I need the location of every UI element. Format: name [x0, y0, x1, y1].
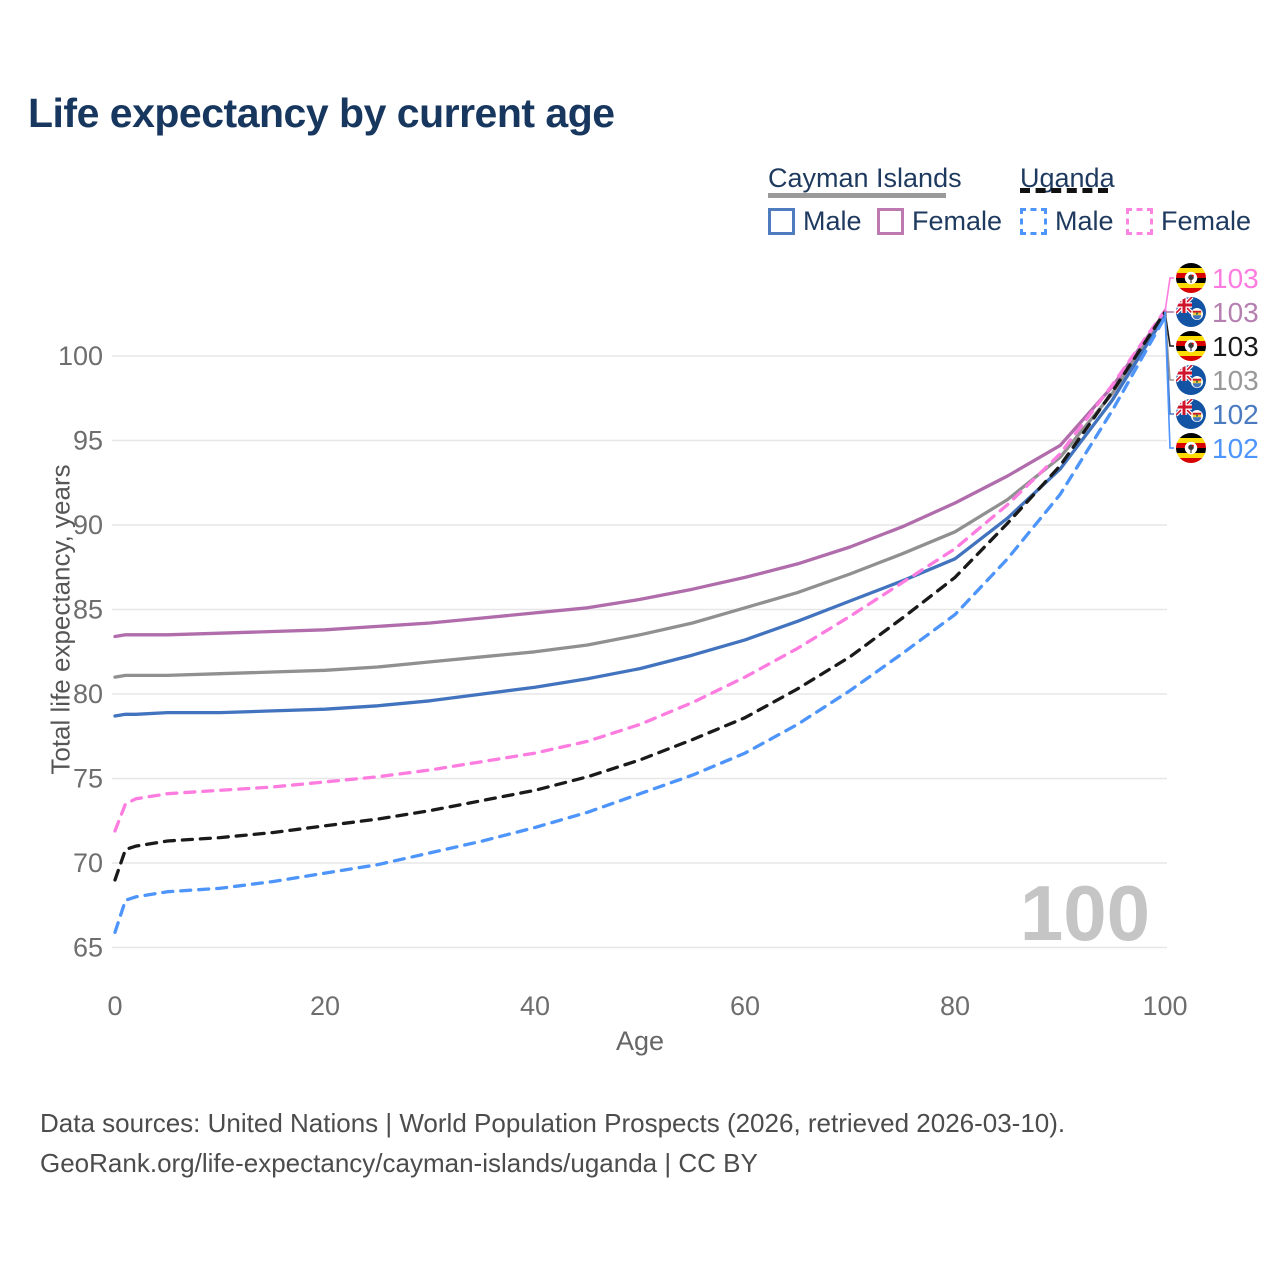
uganda-flag-icon: [1176, 263, 1206, 293]
data-sources-note: Data sources: United Nations | World Pop…: [40, 1108, 1066, 1138]
y-tick-label: 70: [73, 848, 103, 878]
y-tick-label: 65: [73, 933, 103, 963]
legend-swatch-cayman-female: [877, 208, 904, 235]
leader-line: [1164, 277, 1174, 313]
y-tick-label: 80: [73, 679, 103, 709]
end-value-label-cayman-islands: 103: [1212, 365, 1259, 396]
uganda-flag-icon: [1176, 331, 1206, 361]
x-tick-label: 80: [940, 991, 970, 1021]
series-line-uganda-female[interactable]: [113, 308, 1167, 833]
y-tick-label: 85: [73, 595, 103, 625]
x-tick-label: 0: [107, 991, 122, 1021]
legend-swatch-cayman-male: [768, 208, 795, 235]
y-tick-label: 95: [73, 426, 103, 456]
legend-label-uganda-female: Female: [1161, 206, 1252, 236]
legend-item-uganda-male[interactable]: Male: [1020, 206, 1114, 237]
uganda-flag-icon: [1176, 433, 1206, 463]
page-title: Life expectancy by current age: [28, 90, 615, 136]
age-counter-watermark: 100: [1019, 869, 1150, 957]
cayman-flag-icon: [1176, 399, 1206, 429]
x-tick-label: 100: [1142, 991, 1187, 1021]
end-value-label-uganda-female: 103: [1212, 263, 1259, 294]
x-axis-title: Age: [615, 1026, 665, 1056]
legend-label-cayman-male: Male: [803, 206, 862, 236]
series-line-uganda-male[interactable]: [113, 315, 1167, 934]
series-line-cayman-islands-male[interactable]: [113, 313, 1167, 718]
legend-group-cayman-islands[interactable]: Cayman Islands: [768, 163, 962, 193]
y-tick-label: 90: [73, 510, 103, 540]
legend-item-uganda-female[interactable]: Female: [1126, 206, 1251, 237]
cayman-flag-icon: [1176, 365, 1206, 395]
legend-swatch-uganda-female: [1126, 208, 1153, 235]
series-line-cayman-islands[interactable]: [113, 312, 1167, 679]
legend-swatch-uganda-male: [1020, 208, 1047, 235]
y-tick-label: 100: [58, 341, 103, 371]
x-tick-label: 60: [730, 991, 760, 1021]
end-value-label-cayman-islands-female: 103: [1212, 297, 1259, 328]
legend-underline-uganda: [1020, 188, 1108, 193]
leader-line: [1164, 311, 1174, 347]
legend-underline-cayman: [768, 193, 946, 198]
legend-item-cayman-female[interactable]: Female: [877, 206, 1002, 237]
cayman-flag-icon: [1176, 297, 1206, 327]
series-line-uganda[interactable]: [113, 310, 1167, 882]
x-tick-label: 20: [310, 991, 340, 1021]
attribution-link[interactable]: GeoRank.org/life-expectancy/cayman-islan…: [40, 1148, 758, 1178]
series-line-cayman-islands-female[interactable]: [113, 310, 1167, 639]
x-tick-label: 40: [520, 991, 550, 1021]
end-value-label-uganda-male: 102: [1212, 433, 1259, 464]
leader-line: [1164, 311, 1174, 449]
y-tick-label: 75: [73, 764, 103, 794]
end-value-label-cayman-islands-male: 102: [1212, 399, 1259, 430]
legend-label-cayman-female: Female: [912, 206, 1003, 236]
end-value-label-uganda: 103: [1212, 331, 1259, 362]
legend-item-cayman-male[interactable]: Male: [768, 206, 862, 237]
legend-label-uganda-male: Male: [1055, 206, 1114, 236]
